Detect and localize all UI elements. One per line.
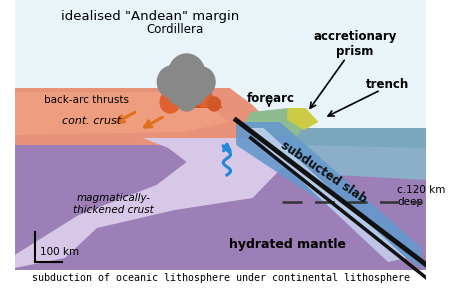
Polygon shape <box>236 122 422 268</box>
Polygon shape <box>245 108 306 138</box>
Text: forearc: forearc <box>247 92 295 105</box>
Text: cont. crust: cont. crust <box>62 116 122 126</box>
Text: c.120 km
deep: c.120 km deep <box>397 185 446 207</box>
Circle shape <box>176 89 197 111</box>
Circle shape <box>158 66 187 98</box>
Text: Cordillera: Cordillera <box>146 23 203 36</box>
Text: hydrated mantle: hydrated mantle <box>229 238 346 251</box>
Circle shape <box>160 91 180 113</box>
Polygon shape <box>14 138 284 268</box>
Circle shape <box>188 67 215 97</box>
Polygon shape <box>245 128 406 262</box>
Circle shape <box>182 79 206 105</box>
Polygon shape <box>14 88 275 145</box>
Polygon shape <box>14 135 427 270</box>
Text: accretionary
prism: accretionary prism <box>313 30 397 58</box>
Polygon shape <box>14 92 230 135</box>
Circle shape <box>196 89 212 107</box>
Circle shape <box>167 79 191 105</box>
Text: trench: trench <box>366 78 410 91</box>
Text: back-arc thrusts: back-arc thrusts <box>44 95 129 105</box>
Text: magmatically-
thickened crust: magmatically- thickened crust <box>73 193 154 215</box>
Polygon shape <box>163 84 223 108</box>
Polygon shape <box>294 128 427 148</box>
Polygon shape <box>14 0 427 270</box>
Text: 100 km: 100 km <box>40 247 79 257</box>
Text: subducted slab: subducted slab <box>279 139 369 206</box>
Polygon shape <box>288 108 319 130</box>
Circle shape <box>208 97 220 111</box>
Text: subduction of oceanic lithosphere under continental lithosphere: subduction of oceanic lithosphere under … <box>32 273 410 283</box>
Circle shape <box>176 79 200 105</box>
Text: idealised "Andean" margin: idealised "Andean" margin <box>61 10 239 23</box>
Circle shape <box>168 54 205 94</box>
Polygon shape <box>280 130 427 180</box>
